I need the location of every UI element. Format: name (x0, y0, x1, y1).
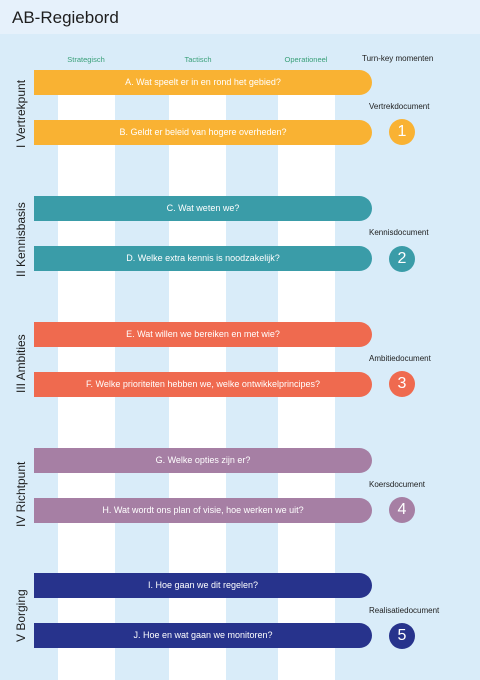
question-bar-b: B. Geldt er beleid van hogere overheden? (34, 120, 372, 145)
phase-label-richtpunt: IV Richtpunt (14, 461, 28, 527)
document-label-ambitiedocument: Ambitiedocument (369, 354, 431, 363)
question-bar-j: J. Hoe en wat gaan we monitoren? (34, 623, 372, 648)
document-label-realisatiedocument: Realisatiedocument (369, 606, 440, 615)
turnkey-heading: Turn-key momenten (362, 54, 434, 63)
page-title: AB-Regiebord (12, 8, 119, 27)
phase-label-ambities: III Ambities (14, 334, 28, 393)
turnkey-circle-1: 1 (389, 119, 415, 145)
question-bar-f: F. Welke prioriteiten hebben we, welke o… (34, 372, 372, 397)
title-bar: AB-Regiebord (0, 0, 480, 34)
phase-label-kennisbasis: II Kennisbasis (14, 202, 28, 277)
turnkey-circle-4: 4 (389, 497, 415, 523)
question-bar-e: E. Wat willen we bereiken en met wie? (34, 322, 372, 347)
turnkey-circle-5: 5 (389, 623, 415, 649)
question-bar-d: D. Welke extra kennis is noodzakelijk? (34, 246, 372, 271)
column-label-strategisch: Strategisch (67, 55, 105, 64)
question-bar-h: H. Wat wordt ons plan of visie, hoe werk… (34, 498, 372, 523)
document-label-vertrekdocument: Vertrekdocument (369, 102, 430, 111)
question-bar-g: G. Welke opties zijn er? (34, 448, 372, 473)
phase-label-borging: V Borging (14, 589, 28, 642)
turnkey-circle-3: 3 (389, 371, 415, 397)
document-label-kennisdocument: Kennisdocument (369, 228, 429, 237)
column-label-tactisch: Tactisch (184, 55, 212, 64)
phase-label-vertrekpunt: I Vertrekpunt (14, 79, 28, 148)
question-bar-i: I. Hoe gaan we dit regelen? (34, 573, 372, 598)
document-label-koersdocument: Koersdocument (369, 480, 426, 489)
column-label-operationeel: Operationeel (284, 55, 328, 64)
question-bar-c: C. Wat weten we? (34, 196, 372, 221)
question-bar-a: A. Wat speelt er in en rond het gebied? (34, 70, 372, 95)
turnkey-circle-2: 2 (389, 246, 415, 272)
